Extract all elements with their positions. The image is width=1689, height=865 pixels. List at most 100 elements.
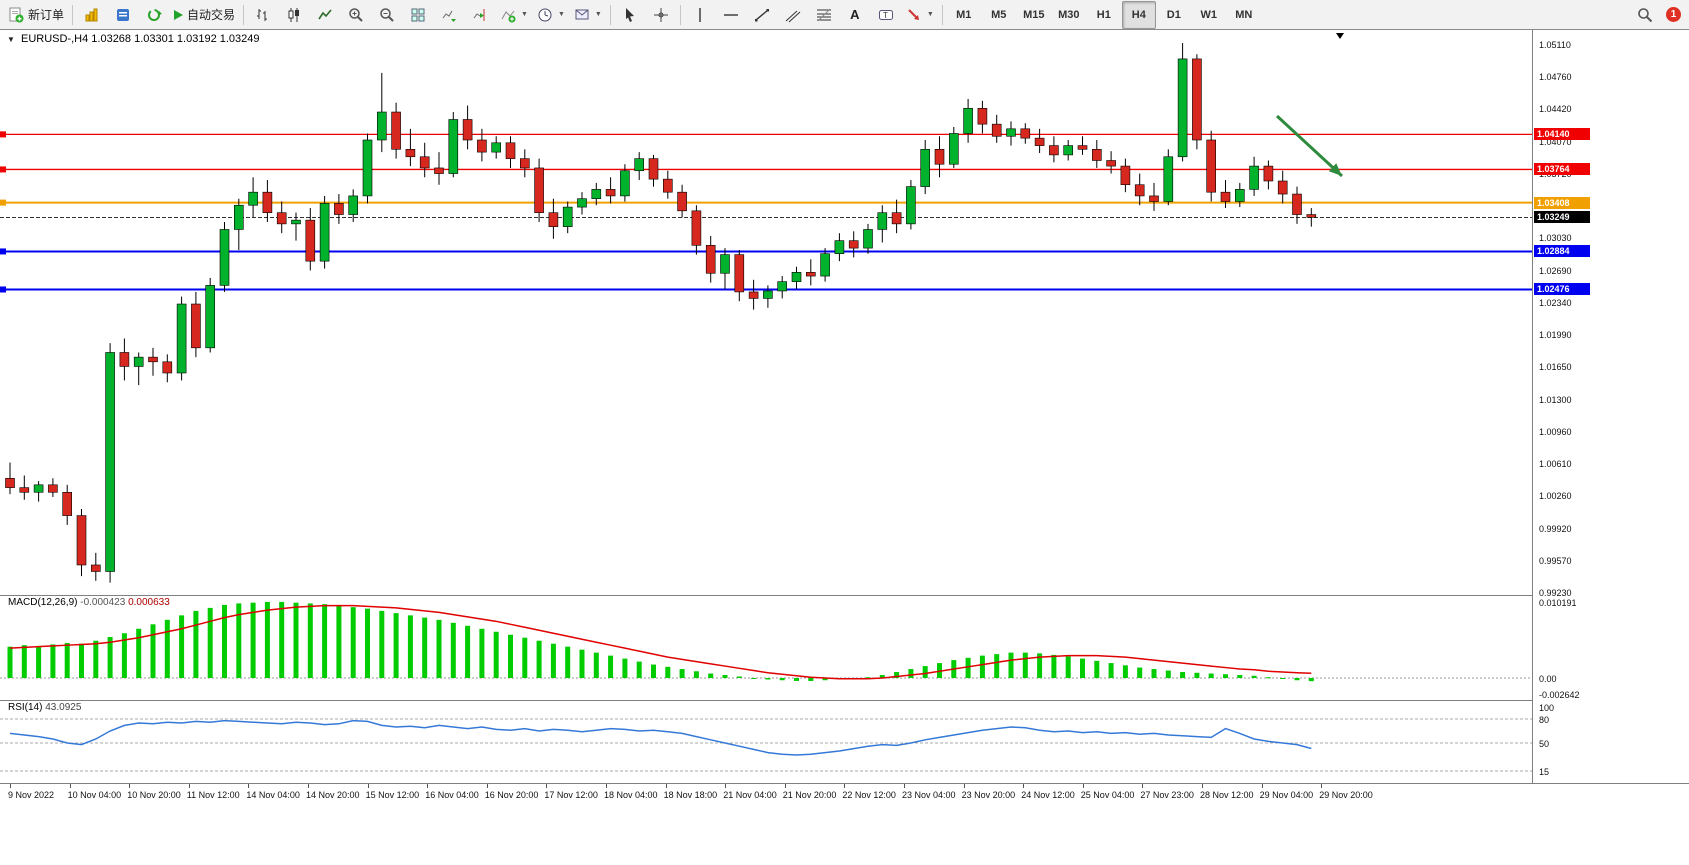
macd-panel-canvas[interactable] xyxy=(0,595,1532,700)
cursor-button[interactable] xyxy=(615,3,645,27)
chevron-down-icon: ▼ xyxy=(557,11,565,18)
arrows-button[interactable]: ▼ xyxy=(902,3,938,27)
price-tag: 1.02884 xyxy=(1534,245,1590,258)
chart-shift-button[interactable] xyxy=(465,3,495,27)
indicators-icon xyxy=(501,10,516,22)
auto-scroll-button[interactable] xyxy=(434,3,464,27)
time-axis-label: 23 Nov 04:00 xyxy=(902,790,956,800)
fibonacci-icon xyxy=(816,8,831,21)
time-axis-tick xyxy=(1202,784,1203,788)
refresh-button[interactable] xyxy=(139,3,169,27)
time-axis-label: 18 Nov 18:00 xyxy=(663,790,718,800)
new-order-label: 新订单 xyxy=(28,8,65,22)
notification-badge[interactable]: 1 xyxy=(1666,7,1681,22)
panel-splitter-rsi[interactable] xyxy=(0,700,1689,701)
price-axis-tick-label: 0.99920 xyxy=(1539,523,1572,534)
price-axis-tick-label: 1.04070 xyxy=(1539,136,1572,147)
periods-button[interactable]: ▼ xyxy=(533,3,569,27)
crosshair-button[interactable] xyxy=(646,3,676,27)
timeframe-m1-button[interactable]: M1 xyxy=(956,8,972,21)
new-chart-button[interactable] xyxy=(77,3,107,27)
time-axis-tick xyxy=(904,784,905,788)
line-chart-icon xyxy=(318,8,332,19)
rsi-axis-label: 15 xyxy=(1539,767,1550,777)
timeframe-h4-button[interactable]: H4 xyxy=(1121,0,1156,29)
price-axis-tick-label: 1.01300 xyxy=(1539,394,1572,405)
profiles-button[interactable] xyxy=(108,3,138,27)
macd-indicator-label: MACD(12,26,9) -0.000423 0.000633 xyxy=(8,597,170,608)
indicators-button[interactable]: ▼ xyxy=(496,3,532,27)
price-chart-canvas[interactable] xyxy=(0,30,1532,595)
ohlc-values: 1.03268 1.03301 1.03192 1.03249 xyxy=(91,33,260,45)
crosshair-icon xyxy=(653,7,668,22)
zoom-out-button[interactable] xyxy=(372,3,402,27)
price-tag: 1.03408 xyxy=(1534,196,1590,209)
timeframe-mn-button[interactable]: MN xyxy=(1235,8,1253,21)
time-axis-label: 17 Nov 12:00 xyxy=(544,790,598,800)
price-axis-tick-label: 1.02340 xyxy=(1539,297,1572,308)
price-tag: 1.02476 xyxy=(1534,283,1590,296)
macd-name: MACD(12,26,9) xyxy=(8,597,78,608)
fibonacci-button[interactable] xyxy=(809,3,839,27)
time-axis-tick xyxy=(427,784,429,788)
macd-signal-value: 0.000633 xyxy=(128,597,170,608)
time-axis-tick xyxy=(606,784,607,788)
time-axis-label: 27 Nov 23:00 xyxy=(1140,790,1194,800)
tile-windows-button[interactable] xyxy=(403,3,433,27)
rsi-axis-label: 100 xyxy=(1539,703,1555,713)
vertical-line-button[interactable] xyxy=(685,3,715,27)
timeframe-h1-button[interactable]: H1 xyxy=(1096,8,1111,21)
timeframe-d1-button[interactable]: D1 xyxy=(1166,8,1181,21)
timeframe-w1-button[interactable]: W1 xyxy=(1200,8,1218,21)
rsi-axis-label: 50 xyxy=(1539,739,1550,749)
price-axis-tick-label: 1.00960 xyxy=(1539,426,1572,437)
text-button[interactable]: A xyxy=(840,3,870,27)
horizontal-line-button[interactable] xyxy=(716,3,746,27)
time-axis-border xyxy=(0,783,1689,784)
play-icon xyxy=(174,9,184,20)
candlestick-button[interactable] xyxy=(279,3,309,27)
line-chart-button[interactable] xyxy=(310,3,340,27)
zoom-in-button[interactable] xyxy=(341,3,371,27)
text-label-button[interactable]: T xyxy=(871,3,901,27)
toolbar-separator xyxy=(941,4,943,25)
timeframe-m15-button[interactable]: M15 xyxy=(1023,8,1045,21)
templates-button[interactable]: ▼ xyxy=(570,3,606,27)
equidistant-channel-button[interactable] xyxy=(778,3,808,27)
tile-windows-icon xyxy=(411,8,425,21)
auto-scroll-icon xyxy=(442,10,457,22)
text-label-icon: T xyxy=(878,9,893,20)
timeframe-m5-button[interactable]: M5 xyxy=(991,8,1007,21)
chart-shift-marker-icon[interactable] xyxy=(1336,33,1344,39)
time-axis-label: 9 Nov 2022 xyxy=(8,790,55,800)
time-axis-label: 29 Nov 20:00 xyxy=(1319,790,1373,800)
toolbar-separator xyxy=(679,4,681,25)
rsi-value: 43.0925 xyxy=(45,702,82,713)
time-axis-label: 24 Nov 12:00 xyxy=(1021,790,1075,800)
channel-icon xyxy=(785,10,801,22)
trendline-button[interactable] xyxy=(747,3,777,27)
candlestick-icon xyxy=(288,7,300,22)
search-button[interactable] xyxy=(1630,3,1660,27)
time-axis[interactable]: 9 Nov 2022 10 Nov 04:00 10 Nov 20:00 11 Nov… xyxy=(0,784,1689,808)
svg-text:T: T xyxy=(883,11,888,20)
time-axis-label: 14 Nov 04:00 xyxy=(246,790,300,800)
text-icon: A xyxy=(850,7,860,22)
price-axis-tick-label: 1.04420 xyxy=(1539,104,1572,115)
timeframe-m30-button[interactable]: M30 xyxy=(1058,8,1080,21)
price-tag: 1.03764 xyxy=(1534,163,1590,176)
chevron-down-icon: ▼ xyxy=(594,11,602,18)
panel-splitter-macd[interactable] xyxy=(0,595,1689,596)
price-axis-tick-label: 1.01990 xyxy=(1539,330,1572,341)
ohlc-bars-button[interactable] xyxy=(248,3,278,27)
price-axis[interactable]: 1.051101.047601.044201.040701.037201.033… xyxy=(1533,30,1689,783)
auto-trading-button[interactable]: 自动交易 xyxy=(170,3,239,27)
chart-menu-icon[interactable]: ▼ xyxy=(7,35,15,44)
new-order-button[interactable]: 新订单 xyxy=(4,3,68,27)
price-axis-tick-label: 0.99570 xyxy=(1539,555,1572,566)
time-axis-tick xyxy=(1142,784,1144,788)
toolbar-separator xyxy=(609,4,611,25)
time-axis-label: 25 Nov 04:00 xyxy=(1080,790,1135,800)
rsi-panel-canvas[interactable] xyxy=(0,700,1532,783)
macd-axis-label: -0.002642 xyxy=(1539,690,1580,700)
